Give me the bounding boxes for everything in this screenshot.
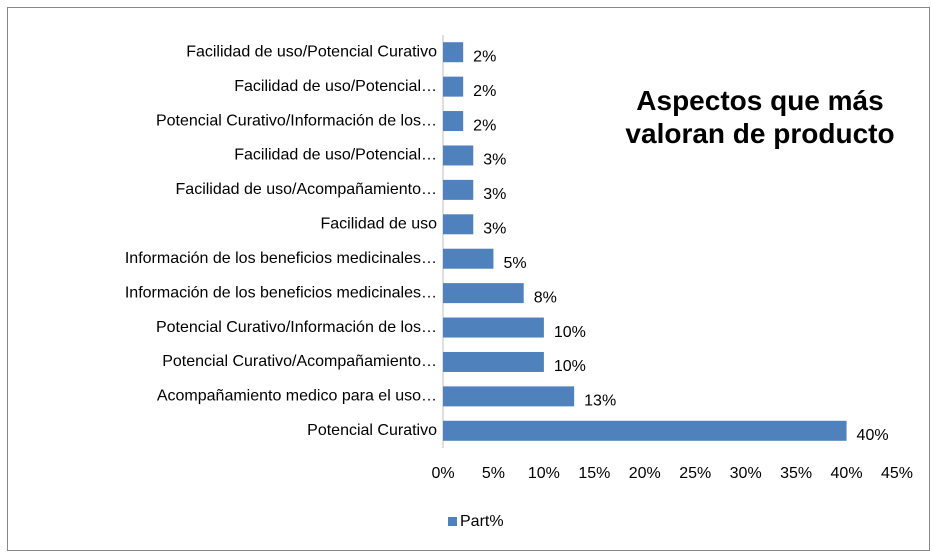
- x-tick-label: 10%: [528, 465, 560, 482]
- data-label: 2%: [473, 48, 496, 65]
- bar: [443, 317, 544, 338]
- x-tick-label: 35%: [780, 465, 812, 482]
- y-tick-label: Potencial Curativo: [307, 422, 437, 439]
- x-tick-label: 45%: [881, 465, 913, 482]
- bar: [443, 386, 575, 407]
- data-label: 10%: [554, 324, 586, 341]
- bar: [443, 351, 544, 372]
- data-label: 10%: [554, 358, 586, 375]
- x-tick-label: 25%: [679, 465, 711, 482]
- y-tick-label: Potencial Curativo/Información de los…: [156, 112, 437, 129]
- x-tick-label: 20%: [629, 465, 661, 482]
- data-label: 2%: [473, 83, 496, 100]
- bar: [443, 42, 464, 63]
- y-tick-label: Facilidad de uso/Potencial Curativo: [186, 43, 437, 60]
- data-label: 13%: [584, 393, 616, 410]
- chart-title: Aspectos que más valoran de producto: [625, 85, 895, 149]
- x-tick-label: 30%: [730, 465, 762, 482]
- y-tick-label: Potencial Curativo/Acompañamiento…: [162, 353, 437, 370]
- data-label: 8%: [534, 289, 557, 306]
- data-label: 3%: [483, 186, 506, 203]
- legend-label: Part%: [460, 513, 504, 530]
- y-tick-label: Acompañamiento medico para el uso…: [157, 388, 437, 405]
- y-tick-label: Información de los beneficios medicinale…: [125, 250, 437, 267]
- y-tick-label: Facilidad de uso: [320, 216, 437, 233]
- x-tick-label: 15%: [578, 465, 610, 482]
- bar: [443, 76, 464, 97]
- x-tick-label: 40%: [831, 465, 863, 482]
- legend-swatch: [448, 517, 457, 526]
- chart-border: [7, 7, 930, 551]
- bar: [443, 145, 474, 166]
- y-tick-label: Potencial Curativo/Información de los…: [156, 319, 437, 336]
- data-label: 5%: [503, 255, 526, 272]
- y-tick-label: Información de los beneficios medicinale…: [125, 284, 437, 301]
- data-label: 3%: [483, 152, 506, 169]
- bar: [443, 111, 464, 132]
- data-label: 40%: [857, 427, 889, 444]
- data-label: 3%: [483, 221, 506, 238]
- y-tick-label: Facilidad de uso/Potencial…: [234, 78, 437, 95]
- bar: [443, 420, 847, 441]
- bar: [443, 283, 524, 304]
- x-tick-label: 5%: [482, 465, 505, 482]
- y-tick-label: Facilidad de uso/Potencial…: [234, 147, 437, 164]
- data-label: 2%: [473, 117, 496, 134]
- x-tick-label: 0%: [431, 465, 454, 482]
- bar: [443, 179, 474, 200]
- bar: [443, 248, 494, 269]
- bar: [443, 214, 474, 235]
- y-tick-label: Facilidad de uso/Acompañamiento…: [176, 181, 437, 198]
